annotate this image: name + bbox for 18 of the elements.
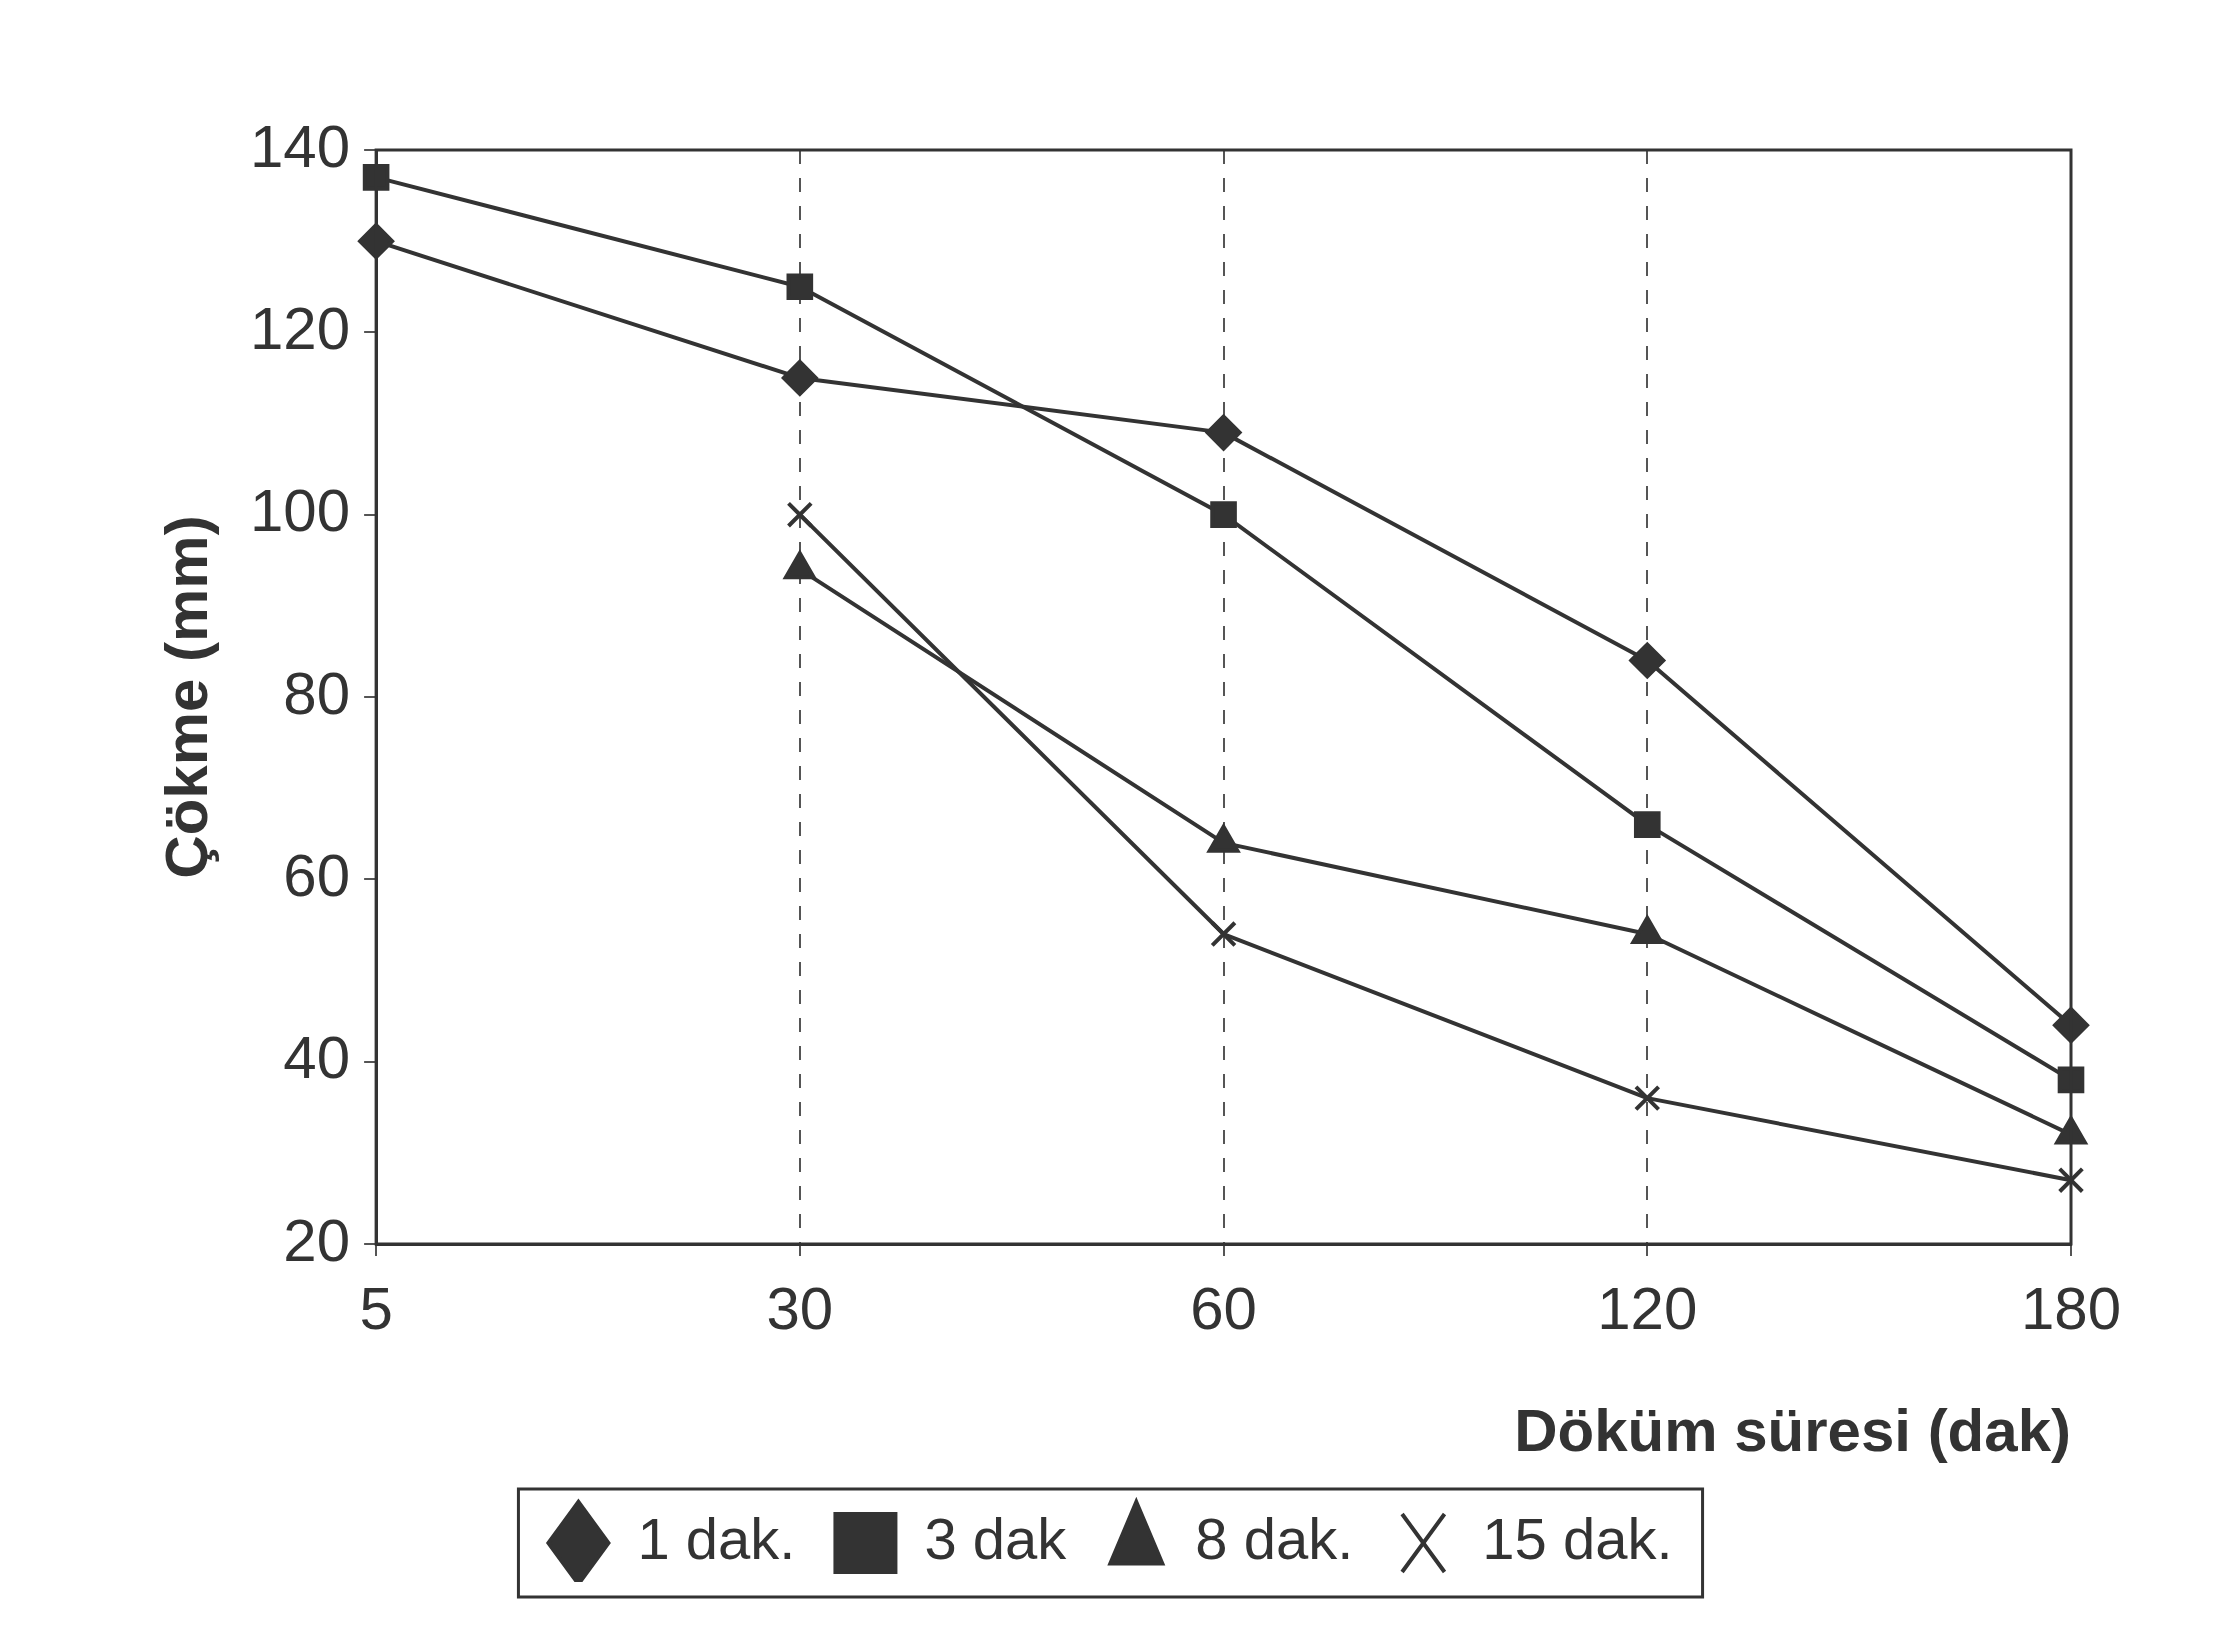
legend-label: 15 dak. [1482,1506,1673,1571]
x-tick-label: 60 [1190,1274,1257,1342]
y-tick-label: 20 [283,1206,351,1274]
x-tick-label: 5 [359,1274,393,1342]
y-tick-label: 120 [250,294,351,362]
legend-label: 8 dak. [1195,1506,1354,1571]
legend-label: 1 dak. [637,1506,796,1571]
y-tick-label: 100 [250,477,351,545]
x-tick-label: 180 [2020,1274,2122,1342]
x-tick-label: 30 [766,1274,834,1342]
y-tick-label: 40 [283,1024,351,1092]
legend-label: 3 dak [924,1506,1068,1571]
y-tick-label: 60 [283,841,351,909]
x-tick-label: 120 [1597,1274,1698,1342]
x-axis-title: Döküm süresi (dak) [1514,1396,2071,1464]
y-tick-label: 140 [250,112,351,180]
y-axis-title: Çökme (mm) [152,515,220,879]
y-tick-label: 80 [283,659,351,727]
